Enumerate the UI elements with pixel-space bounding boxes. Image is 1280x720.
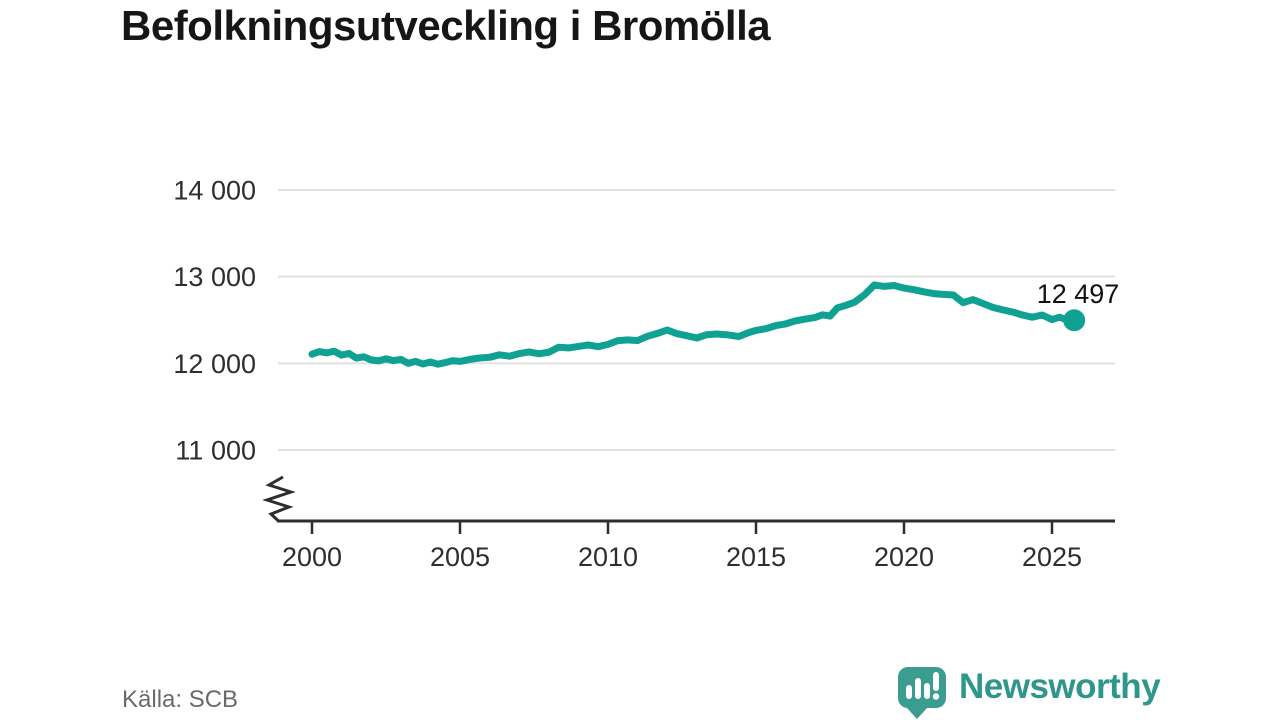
latest-value-marker — [1063, 309, 1086, 332]
y-axis-tick-label: 14 000 — [173, 176, 256, 206]
x-axis-tick-label: 2015 — [726, 542, 786, 572]
x-axis-tick-label: 2005 — [430, 542, 490, 572]
axis-break-icon — [262, 475, 296, 522]
x-axis-tick-label: 2010 — [578, 542, 638, 572]
population-line — [308, 281, 1078, 368]
source-label: Källa: SCB — [122, 686, 239, 713]
x-axis-tick-label: 2020 — [874, 542, 934, 572]
x-axis-tick-label: 2000 — [282, 542, 342, 572]
chart-title: Befolkningsutveckling i Bromölla — [121, 2, 771, 49]
y-axis-tick-label: 12 000 — [173, 349, 256, 379]
newsworthy-chart-bubble-icon — [897, 667, 946, 719]
y-axis-tick-label: 13 000 — [173, 262, 256, 292]
y-axis-tick-label: 11 000 — [175, 436, 256, 466]
brand-name: Newsworthy — [959, 667, 1161, 706]
x-axis-tick-label: 2025 — [1022, 542, 1082, 572]
newsworthy-brand: Newsworthy — [896, 663, 1161, 719]
latest-value-label: 12 497 — [1037, 279, 1120, 309]
